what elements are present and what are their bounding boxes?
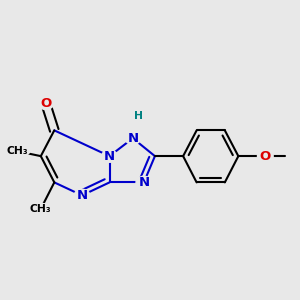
Ellipse shape	[5, 146, 30, 157]
Ellipse shape	[74, 189, 90, 202]
Text: CH₃: CH₃	[30, 204, 52, 214]
Ellipse shape	[38, 97, 54, 110]
Text: O: O	[40, 97, 51, 110]
Ellipse shape	[102, 150, 117, 162]
Text: N: N	[104, 150, 115, 163]
Ellipse shape	[257, 150, 273, 162]
Text: N: N	[76, 189, 88, 202]
Ellipse shape	[136, 176, 152, 188]
Text: H: H	[134, 111, 143, 121]
Text: O: O	[260, 150, 271, 163]
Text: N: N	[127, 132, 138, 145]
Text: CH₃: CH₃	[7, 146, 28, 156]
Text: N: N	[138, 176, 149, 189]
Ellipse shape	[125, 132, 141, 144]
Ellipse shape	[28, 203, 53, 214]
